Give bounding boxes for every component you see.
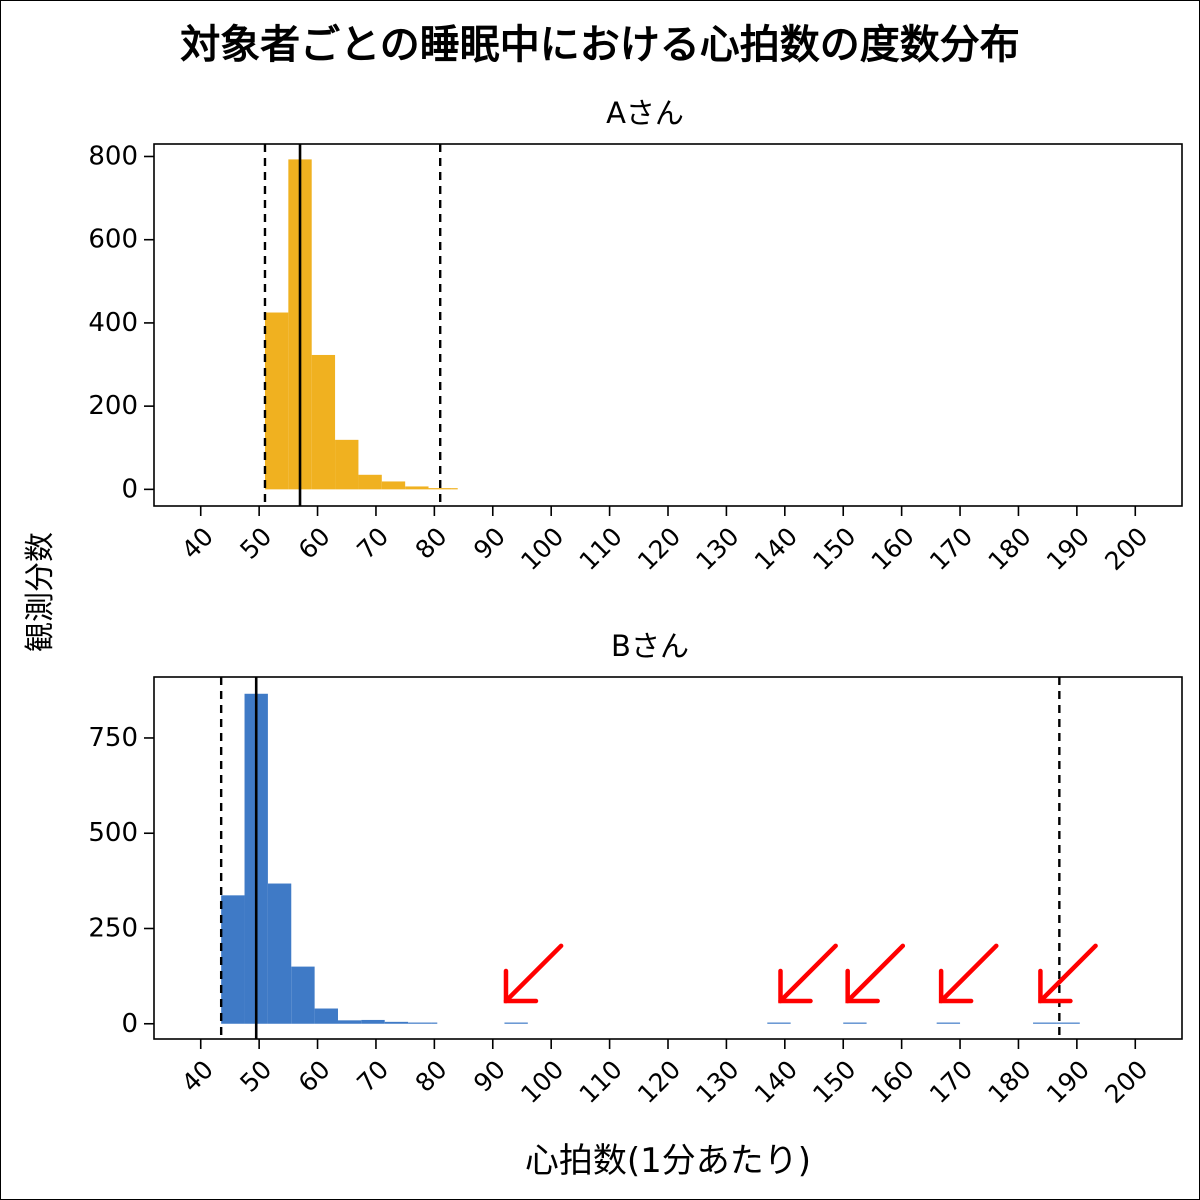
histogram-bar-b-15 <box>1056 1022 1080 1024</box>
histogram-bar-a-5 <box>381 481 406 490</box>
x-tick-label-a-12: 160 <box>866 522 920 576</box>
histogram-bars-b <box>221 693 1080 1024</box>
x-tick-label-b-6: 100 <box>515 1055 569 1109</box>
histogram-bar-b-7 <box>384 1021 409 1024</box>
outlier-arrow-b-2 <box>845 943 906 1004</box>
histogram-bar-b-2 <box>267 883 292 1024</box>
histogram-bar-a-6 <box>405 486 429 490</box>
histogram-bar-a-3 <box>335 439 359 490</box>
x-tick-label-a-16: 200 <box>1099 522 1153 576</box>
x-axis-ticks-b: 40 50 60 70 80 90 100 110 120 130 140 150 160 170 180 1… <box>176 1039 1154 1109</box>
histogram-bar-b-10 <box>504 1022 528 1024</box>
x-tick-label-a-5: 90 <box>468 522 511 565</box>
x-tick-label-b-2: 60 <box>293 1055 336 1098</box>
x-tick-label-a-4: 80 <box>410 522 453 565</box>
x-tick-label-b-4: 80 <box>410 1055 453 1098</box>
x-tick-label-a-1: 50 <box>234 522 277 565</box>
subplot-b: Bさん 40 50 60 70 80 90 100 110 120 130 140 150 160 170… <box>88 629 1183 1109</box>
x-tick-label-b-5: 90 <box>468 1055 511 1098</box>
x-tick-label-b-1: 50 <box>234 1055 277 1098</box>
histogram-bar-b-13 <box>936 1022 961 1024</box>
reference-lines-b <box>219 677 1061 1039</box>
x-tick-label-a-3: 70 <box>351 522 394 565</box>
y-axis-ticks-a: 0 200 400 600 800 <box>88 141 154 504</box>
x-tick-label-a-11: 150 <box>807 522 861 576</box>
histogram-bar-b-9 <box>431 1022 438 1024</box>
y-tick-label-a-2: 400 <box>88 308 138 338</box>
histogram-bar-b-6 <box>361 1019 385 1024</box>
subplot-title-a: Aさん <box>606 96 684 130</box>
x-axis-ticks-a: 40 50 60 70 80 90 100 110 120 130 140 150 160 170 180 1… <box>176 506 1154 576</box>
plot-area-a <box>153 143 1183 507</box>
x-tick-label-b-11: 150 <box>807 1055 861 1109</box>
x-tick-label-b-10: 140 <box>749 1055 803 1109</box>
x-axis-label: 心拍数(1分あたり) <box>525 1141 811 1181</box>
outlier-arrow-b-4 <box>1038 943 1098 1004</box>
x-tick-label-a-14: 180 <box>982 522 1036 576</box>
outlier-arrows-b <box>503 943 1098 1004</box>
outlier-arrow-b-0 <box>503 943 564 1004</box>
x-tick-label-b-3: 70 <box>351 1055 394 1098</box>
x-tick-label-b-8: 120 <box>632 1055 686 1109</box>
x-tick-label-a-10: 140 <box>749 522 803 576</box>
histogram-bar-b-0 <box>221 895 245 1024</box>
subplot-title-b: Bさん <box>611 629 689 663</box>
outlier-arrow-b-1 <box>778 943 838 1004</box>
histogram-bars-a <box>264 159 458 490</box>
y-tick-label-a-0: 0 <box>121 474 138 504</box>
histogram-bar-b-14 <box>1033 1022 1057 1024</box>
y-axis-ticks-b: 0 250 500 750 <box>88 723 154 1039</box>
x-tick-label-a-0: 40 <box>176 522 219 565</box>
y-tick-label-a-3: 600 <box>88 225 138 255</box>
x-tick-label-b-16: 200 <box>1099 1055 1153 1109</box>
y-tick-label-b-2: 500 <box>88 818 138 848</box>
y-tick-label-a-1: 200 <box>88 391 138 421</box>
x-tick-label-a-2: 60 <box>293 522 336 565</box>
x-tick-label-b-13: 170 <box>924 1055 978 1109</box>
x-tick-label-b-12: 160 <box>866 1055 920 1109</box>
y-tick-label-b-1: 250 <box>88 913 138 943</box>
x-tick-label-b-0: 40 <box>176 1055 219 1098</box>
histogram-bar-a-4 <box>358 474 382 490</box>
y-tick-label-a-4: 800 <box>88 141 138 171</box>
y-axis-label: 観測分数 <box>23 532 58 652</box>
histogram-bar-a-2 <box>311 354 336 490</box>
y-tick-label-b-3: 750 <box>88 723 138 753</box>
chart-title: 対象者ごとの睡眠中における心拍数の度数分布 <box>180 22 1020 68</box>
x-tick-label-b-7: 110 <box>574 1055 628 1109</box>
histogram-bar-b-12 <box>843 1022 867 1024</box>
histogram-bar-a-0 <box>264 312 289 490</box>
histogram-bar-b-3 <box>291 966 315 1024</box>
y-tick-label-b-0: 0 <box>121 1009 138 1039</box>
x-tick-label-b-14: 180 <box>982 1055 1036 1109</box>
x-tick-label-a-7: 110 <box>574 522 628 576</box>
x-tick-label-b-9: 130 <box>690 1055 744 1109</box>
histogram-bar-b-11 <box>767 1022 791 1024</box>
histogram-bar-b-5 <box>337 1020 362 1024</box>
histogram-bar-b-8 <box>408 1022 432 1024</box>
x-tick-label-a-9: 130 <box>690 522 744 576</box>
x-tick-label-b-15: 190 <box>1041 1055 1095 1109</box>
reference-lines-a <box>263 144 442 506</box>
x-tick-label-a-8: 120 <box>632 522 686 576</box>
subplot-a: Aさん 40 50 60 70 80 90 100 110 120 130 140 150 160 170… <box>88 96 1183 576</box>
histogram-bar-a-7 <box>428 488 452 490</box>
outlier-arrow-b-3 <box>938 943 999 1004</box>
x-tick-label-a-15: 190 <box>1041 522 1095 576</box>
plot-area-b <box>153 676 1183 1040</box>
histogram-bar-a-8 <box>451 488 458 490</box>
x-tick-label-a-13: 170 <box>924 522 978 576</box>
histogram-bar-b-4 <box>314 1008 338 1024</box>
x-tick-label-a-6: 100 <box>515 522 569 576</box>
